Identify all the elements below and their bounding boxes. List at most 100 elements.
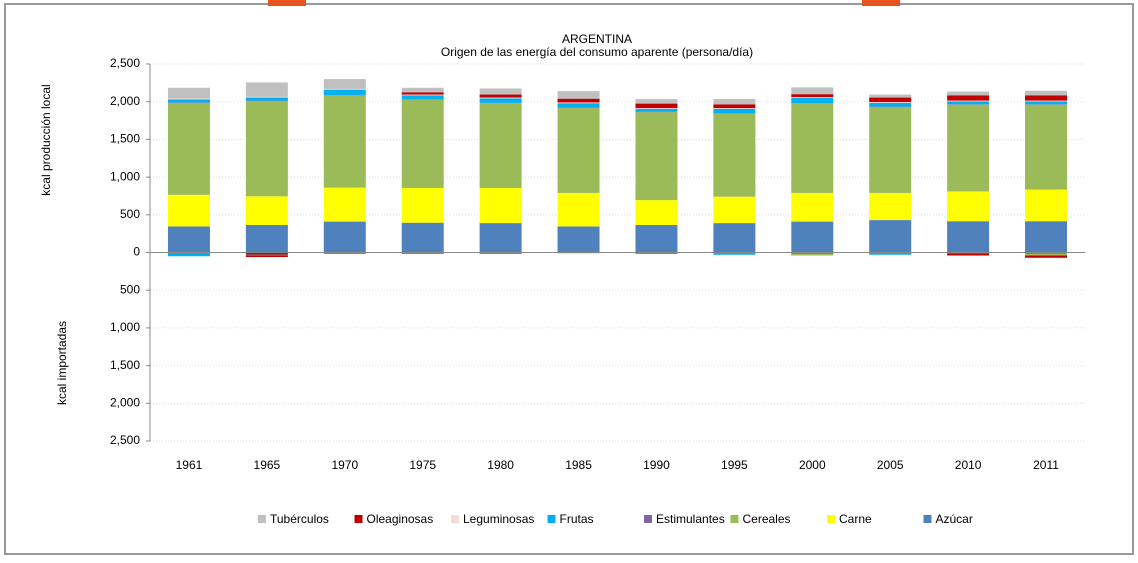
bar-segment xyxy=(791,98,833,103)
bar-segment xyxy=(558,108,600,193)
bar-segment xyxy=(402,223,444,253)
bar-segment xyxy=(480,95,522,98)
x-tick-label: 2000 xyxy=(799,458,826,472)
bar-segment xyxy=(947,191,989,221)
chart-subtitle: Origen de las energía del consumo aparen… xyxy=(441,45,753,59)
y-tick-label: 1,000 xyxy=(110,169,140,183)
bar-segment xyxy=(1025,256,1067,258)
y-axis-label: kcal importadas xyxy=(55,321,69,405)
bar-segment xyxy=(713,99,755,104)
bar-segment xyxy=(869,98,911,103)
x-tick-label: 2010 xyxy=(955,458,982,472)
bar-segment xyxy=(246,82,288,96)
legend-swatch xyxy=(451,515,459,523)
bar-segment xyxy=(635,225,677,253)
bar-segment xyxy=(713,223,755,252)
bar-segment xyxy=(324,89,366,90)
y-tick-label: 0 xyxy=(133,245,140,259)
bar-segment xyxy=(1025,95,1067,100)
x-tick-label: 1980 xyxy=(487,458,514,472)
bar-segment xyxy=(558,102,600,103)
y-tick-label: 2,500 xyxy=(110,433,140,447)
chart-title: ARGENTINA xyxy=(562,32,632,46)
bar-segment xyxy=(558,226,600,252)
bar-segment xyxy=(635,104,677,109)
x-tick-label: 2011 xyxy=(1033,458,1059,472)
bar-segment xyxy=(1025,105,1067,190)
bar-segment xyxy=(480,188,522,223)
y-tick-label: 2,500 xyxy=(110,56,140,70)
bar-segment xyxy=(869,102,911,103)
bar-segment xyxy=(635,200,677,225)
legend-label: Cereales xyxy=(743,512,791,526)
bar-segment xyxy=(869,193,911,220)
legend-label: Carne xyxy=(839,512,872,526)
x-tick-label: 1965 xyxy=(254,458,281,472)
bar-segment xyxy=(480,98,522,99)
bar-segment xyxy=(246,97,288,98)
bar-segment xyxy=(324,188,366,222)
y-tick-label: 1,500 xyxy=(110,358,140,372)
bar-segment xyxy=(1025,101,1067,104)
bar-segment xyxy=(480,223,522,252)
bar-segment xyxy=(480,98,522,103)
bar-segment xyxy=(402,92,444,94)
legend-label: Azúcar xyxy=(936,512,973,526)
bar-segment xyxy=(947,92,989,96)
bar-segment xyxy=(1025,101,1067,102)
bar-segment xyxy=(402,99,444,188)
y-tick-label: 2,000 xyxy=(110,395,140,409)
bar-segment xyxy=(246,98,288,101)
bar-segment xyxy=(791,254,833,256)
y-tick-label: 1,000 xyxy=(110,320,140,334)
legend-label: Oleaginosas xyxy=(367,512,434,526)
bar-segment xyxy=(324,95,366,187)
bar-segment xyxy=(558,91,600,99)
bar-segment xyxy=(791,97,833,98)
bar-segment xyxy=(168,103,210,195)
bar-segment xyxy=(558,99,600,103)
bar-segment xyxy=(246,101,288,196)
bar-segment xyxy=(168,99,210,102)
bar-segment xyxy=(168,88,210,99)
bar-segment xyxy=(947,221,989,252)
bar-segment xyxy=(402,88,444,93)
bar-segment xyxy=(168,195,210,227)
bar-segment xyxy=(791,193,833,222)
bar-segment xyxy=(713,109,755,114)
bar-segment xyxy=(168,226,210,252)
x-tick-label: 1970 xyxy=(331,458,358,472)
bar-segment xyxy=(713,104,755,108)
bar-segment xyxy=(713,114,755,197)
bar-segment xyxy=(1025,190,1067,222)
y-tick-label: 1,500 xyxy=(110,132,140,146)
x-tick-label: 1985 xyxy=(565,458,592,472)
bar-segment xyxy=(480,103,522,188)
bar-segment xyxy=(324,79,366,89)
decor xyxy=(268,0,306,6)
legend-swatch xyxy=(258,515,266,523)
legend-swatch xyxy=(731,515,739,523)
bar-segment xyxy=(480,89,522,95)
bar-segment xyxy=(791,87,833,94)
y-tick-label: 500 xyxy=(120,282,140,296)
bar-segment xyxy=(1025,254,1067,256)
legend-swatch xyxy=(548,515,556,523)
bar-segment xyxy=(947,101,989,104)
bar-segment xyxy=(713,108,755,109)
bar-segment xyxy=(635,109,677,112)
x-tick-label: 1995 xyxy=(721,458,748,472)
bar-segment xyxy=(402,95,444,96)
legend-label: Frutas xyxy=(560,512,594,526)
legend-swatch xyxy=(355,515,363,523)
x-tick-label: 2005 xyxy=(877,458,904,472)
legend-swatch xyxy=(827,515,835,523)
bar-segment xyxy=(791,94,833,97)
y-axis-label: kcal producción local xyxy=(39,84,53,195)
bar-segment xyxy=(168,253,210,257)
bar-segment xyxy=(402,188,444,223)
legend-swatch xyxy=(644,515,652,523)
legend-label: Tubérculos xyxy=(270,512,329,526)
